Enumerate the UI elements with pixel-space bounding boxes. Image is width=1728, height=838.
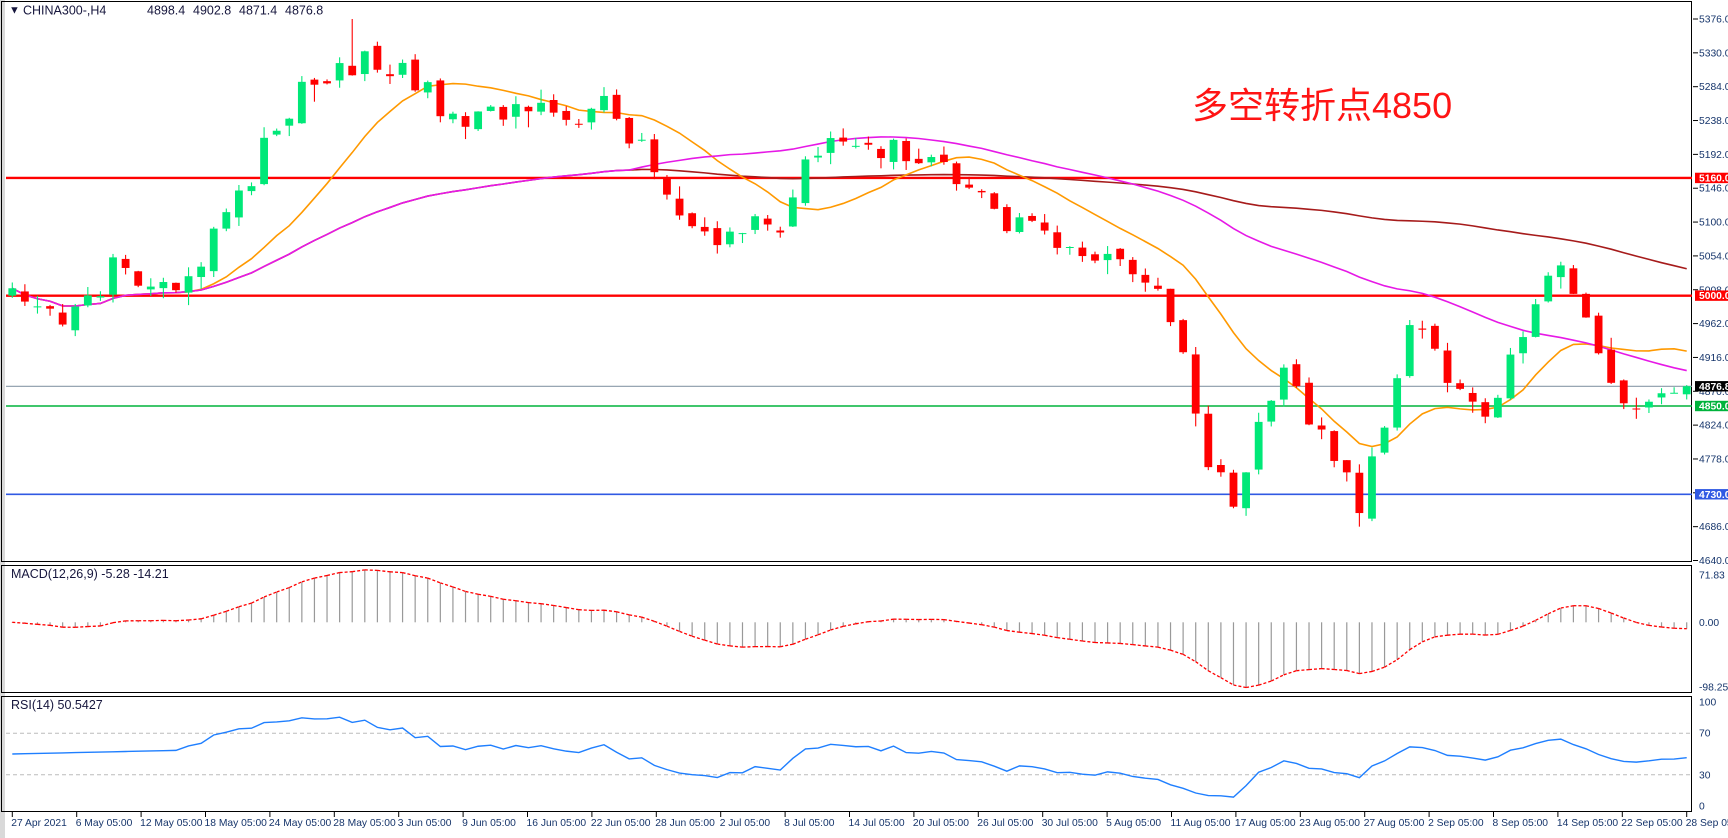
svg-text:-98.25: -98.25 <box>1699 683 1728 694</box>
svg-text:22 Jun 05:00: 22 Jun 05:00 <box>591 818 651 829</box>
svg-text:5000.0: 5000.0 <box>1699 291 1728 302</box>
svg-text:22 Sep 05:00: 22 Sep 05:00 <box>1621 818 1683 829</box>
svg-text:2 Jul 05:00: 2 Jul 05:00 <box>720 818 771 829</box>
svg-text:5054.0: 5054.0 <box>1699 251 1728 262</box>
svg-text:5192.0: 5192.0 <box>1699 150 1728 161</box>
svg-text:RSI(14) 50.5427: RSI(14) 50.5427 <box>11 698 103 712</box>
svg-text:5160.0: 5160.0 <box>1699 173 1728 184</box>
svg-text:4730.0: 4730.0 <box>1699 490 1728 501</box>
svg-text:CHINA300-,H4: CHINA300-,H4 <box>23 4 106 18</box>
svg-text:5 Aug 05:00: 5 Aug 05:00 <box>1106 818 1161 829</box>
svg-text:4686.0: 4686.0 <box>1699 522 1728 533</box>
svg-text:30: 30 <box>1699 770 1711 781</box>
svg-text:28 Sep 05:00: 28 Sep 05:00 <box>1686 818 1728 829</box>
svg-text:30 Jul 05:00: 30 Jul 05:00 <box>1042 818 1098 829</box>
svg-text:9 Jun 05:00: 9 Jun 05:00 <box>462 818 516 829</box>
svg-text:5284.0: 5284.0 <box>1699 82 1728 93</box>
svg-text:4876.8: 4876.8 <box>285 4 323 18</box>
svg-text:8 Jul 05:00: 8 Jul 05:00 <box>784 818 835 829</box>
svg-text:多空转折点4850: 多空转折点4850 <box>1192 85 1452 126</box>
svg-text:27 Aug 05:00: 27 Aug 05:00 <box>1364 818 1425 829</box>
svg-text:▼: ▼ <box>9 5 20 17</box>
svg-text:4902.8: 4902.8 <box>193 4 231 18</box>
svg-text:4850.0: 4850.0 <box>1699 402 1728 413</box>
svg-text:18 May 05:00: 18 May 05:00 <box>205 818 268 829</box>
svg-text:4876.8: 4876.8 <box>1699 382 1728 393</box>
svg-text:27 Apr 2021: 27 Apr 2021 <box>11 818 67 829</box>
svg-text:MACD(12,26,9) -5.28 -14.21: MACD(12,26,9) -5.28 -14.21 <box>11 567 169 581</box>
svg-text:0: 0 <box>1699 802 1705 813</box>
svg-text:16 Jun 05:00: 16 Jun 05:00 <box>527 818 587 829</box>
svg-text:12 May 05:00: 12 May 05:00 <box>140 818 203 829</box>
svg-text:20 Jul 05:00: 20 Jul 05:00 <box>913 818 969 829</box>
svg-text:17 Aug 05:00: 17 Aug 05:00 <box>1235 818 1296 829</box>
svg-text:24 May 05:00: 24 May 05:00 <box>269 818 332 829</box>
svg-text:2 Sep 05:00: 2 Sep 05:00 <box>1428 818 1484 829</box>
svg-text:3 Jun 05:00: 3 Jun 05:00 <box>398 818 452 829</box>
svg-text:26 Jul 05:00: 26 Jul 05:00 <box>977 818 1033 829</box>
svg-text:5376.0: 5376.0 <box>1699 15 1728 26</box>
svg-text:14 Sep 05:00: 14 Sep 05:00 <box>1557 818 1619 829</box>
svg-text:4824.0: 4824.0 <box>1699 421 1728 432</box>
svg-text:6 May 05:00: 6 May 05:00 <box>76 818 133 829</box>
svg-text:4778.0: 4778.0 <box>1699 454 1728 465</box>
svg-text:71.83: 71.83 <box>1699 571 1725 582</box>
svg-text:5146.0: 5146.0 <box>1699 184 1728 195</box>
svg-text:8 Sep 05:00: 8 Sep 05:00 <box>1493 818 1549 829</box>
svg-text:4916.0: 4916.0 <box>1699 353 1728 364</box>
svg-text:5330.0: 5330.0 <box>1699 48 1728 59</box>
svg-text:100: 100 <box>1699 698 1716 709</box>
svg-text:4640.0: 4640.0 <box>1699 556 1728 567</box>
svg-text:11 Aug 05:00: 11 Aug 05:00 <box>1171 818 1231 829</box>
svg-text:14 Jul 05:00: 14 Jul 05:00 <box>849 818 905 829</box>
svg-text:0.00: 0.00 <box>1699 618 1719 629</box>
svg-text:70: 70 <box>1699 729 1711 740</box>
svg-text:4898.4: 4898.4 <box>147 4 185 18</box>
svg-text:28 May 05:00: 28 May 05:00 <box>333 818 396 829</box>
svg-text:23 Aug 05:00: 23 Aug 05:00 <box>1299 818 1360 829</box>
svg-text:5238.0: 5238.0 <box>1699 116 1728 127</box>
svg-text:4871.4: 4871.4 <box>239 4 277 18</box>
svg-text:4962.0: 4962.0 <box>1699 319 1728 330</box>
svg-text:5100.0: 5100.0 <box>1699 218 1728 229</box>
svg-text:28 Jun 05:00: 28 Jun 05:00 <box>655 818 715 829</box>
